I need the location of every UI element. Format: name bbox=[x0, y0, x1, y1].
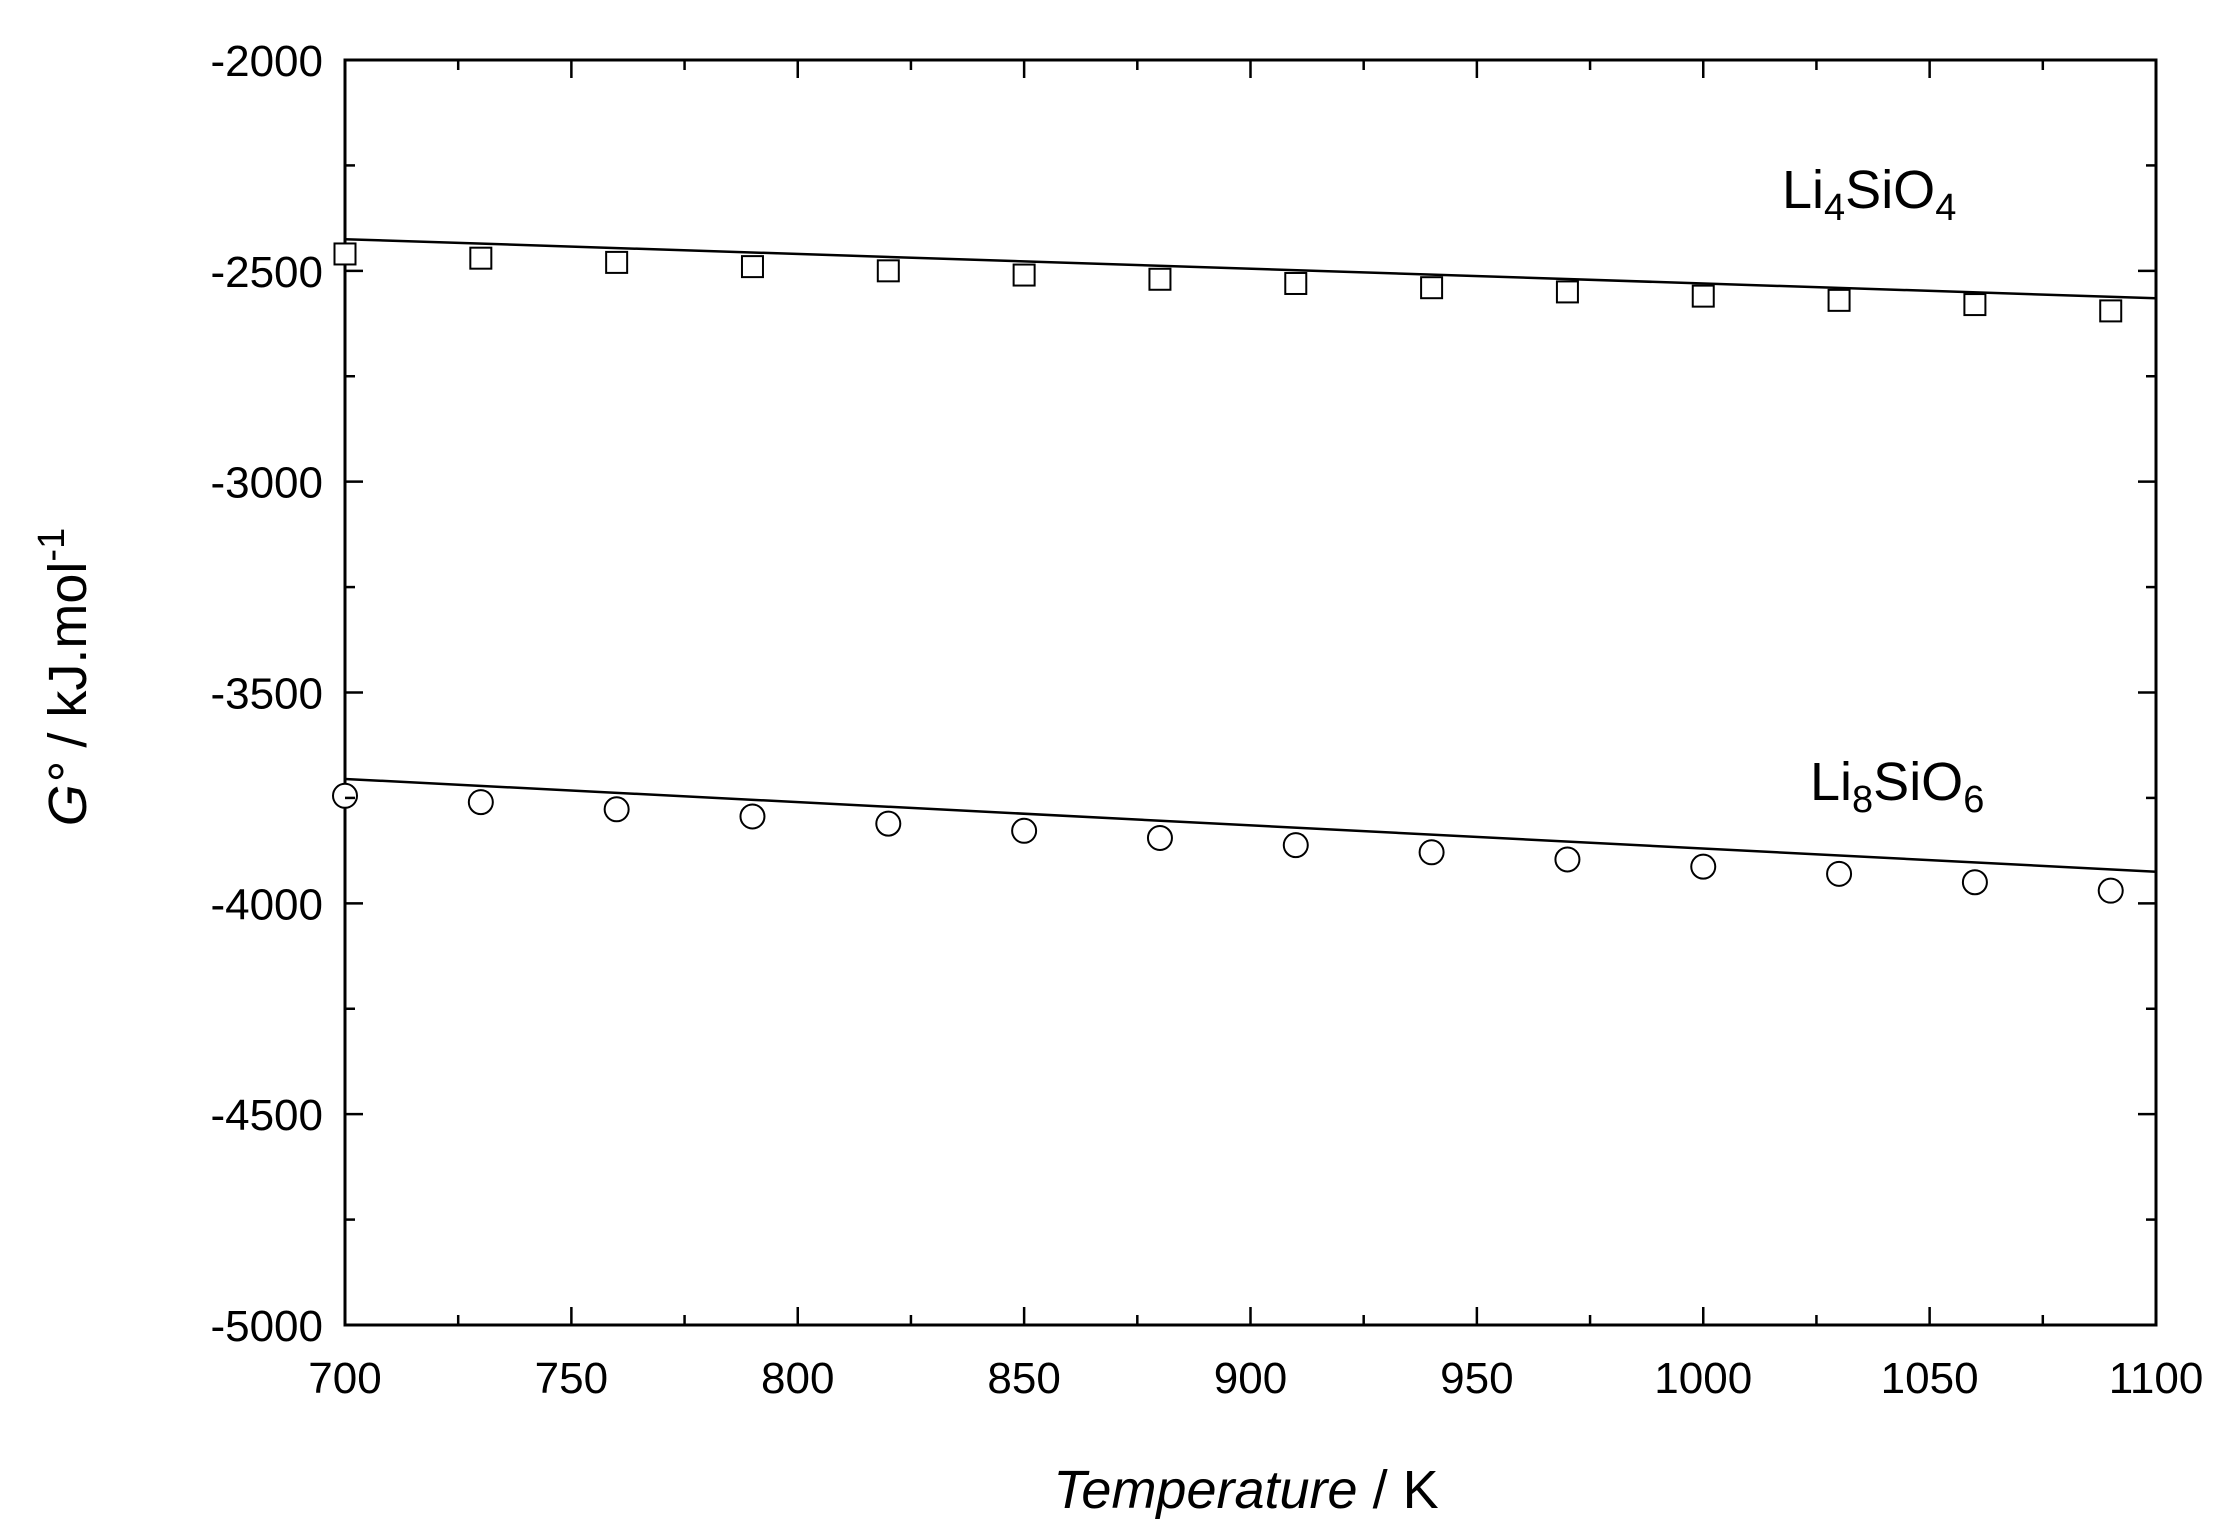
data-point-circle bbox=[1418, 839, 1445, 866]
y-tick-label: -2000 bbox=[210, 37, 323, 86]
data-point-circle bbox=[603, 796, 630, 823]
x-axis-title: Temperature / K bbox=[1053, 1460, 1438, 1520]
data-point-circle bbox=[1961, 869, 1988, 896]
x-tick-label: 1100 bbox=[2109, 1354, 2204, 1403]
fit-line-series-0 bbox=[344, 237, 2157, 300]
x-tick-label: 1050 bbox=[1881, 1354, 1979, 1403]
data-point-circle bbox=[875, 810, 902, 837]
data-point-square bbox=[469, 246, 493, 270]
y-tick-label: -4500 bbox=[210, 1091, 323, 1140]
data-markers bbox=[332, 242, 2124, 904]
data-point-circle bbox=[1282, 832, 1309, 859]
y-axis-ticks: -5000 -4500 -4000 -3500 -3000 -2500 -2000 bbox=[210, 37, 2156, 1351]
x-tick-label: 800 bbox=[761, 1354, 834, 1403]
y-tick-label: -4000 bbox=[210, 880, 323, 929]
x-tick-label: 900 bbox=[1214, 1354, 1287, 1403]
data-point-circle bbox=[1554, 846, 1581, 873]
x-tick-label: 700 bbox=[308, 1354, 381, 1403]
data-point-square bbox=[1963, 293, 1987, 317]
x-axis-ticks: 700 750 800 850 900 950 1000 1050 1100 bbox=[308, 60, 2203, 1403]
data-point-circle bbox=[467, 789, 494, 816]
x-tick-label: 1000 bbox=[1654, 1354, 1752, 1403]
y-axis-title: G° / kJ.mol-1 bbox=[31, 528, 98, 826]
data-point-square bbox=[1555, 280, 1579, 304]
series-label-li8sio6: Li8SiO6 bbox=[1810, 752, 1984, 821]
x-tick-label: 950 bbox=[1440, 1354, 1513, 1403]
fit-lines bbox=[344, 237, 2157, 873]
data-point-circle bbox=[1146, 824, 1173, 851]
data-point-square bbox=[605, 250, 629, 274]
data-point-circle bbox=[739, 803, 766, 830]
fit-line-series-1 bbox=[344, 777, 2157, 873]
data-point-circle bbox=[1690, 853, 1717, 880]
y-tick-label: -5000 bbox=[210, 1302, 323, 1351]
y-tick-label: -2500 bbox=[210, 248, 323, 297]
data-point-square bbox=[740, 255, 764, 279]
data-point-square bbox=[1148, 267, 1172, 291]
data-point-square bbox=[1691, 284, 1715, 308]
data-point-square bbox=[333, 242, 357, 266]
plot-frame bbox=[343, 58, 2158, 1327]
data-point-square bbox=[2099, 299, 2123, 323]
data-point-square bbox=[1420, 276, 1444, 300]
x-tick-label: 850 bbox=[987, 1354, 1060, 1403]
data-point-square bbox=[876, 259, 900, 283]
y-tick-label: -3500 bbox=[210, 670, 323, 719]
series-label-li4sio4: Li4SiO4 bbox=[1782, 160, 1956, 229]
data-point-circle bbox=[332, 782, 358, 809]
data-point-circle bbox=[2097, 877, 2124, 904]
data-point-square bbox=[1827, 288, 1851, 312]
x-tick-label: 750 bbox=[535, 1354, 608, 1403]
data-point-square bbox=[1012, 263, 1036, 287]
data-point-circle bbox=[1826, 860, 1853, 887]
plot-area bbox=[343, 58, 2158, 1327]
data-point-square bbox=[1284, 271, 1308, 295]
y-tick-label: -3000 bbox=[210, 459, 323, 508]
data-point-circle bbox=[1011, 817, 1038, 844]
